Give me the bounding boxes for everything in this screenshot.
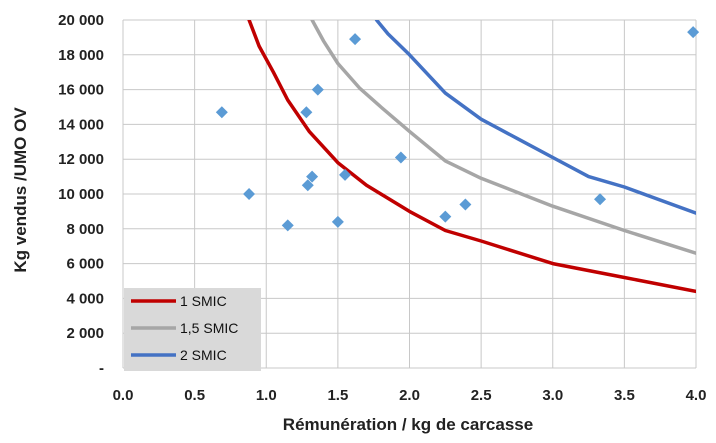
- y-tick-label: -: [99, 360, 104, 377]
- x-tick-label: 2.5: [471, 387, 492, 404]
- y-tick-label: 8 000: [66, 221, 104, 238]
- series-line-2-smic: [374, 20, 696, 215]
- x-tick-label: 1.5: [327, 387, 348, 404]
- y-axis-tick-labels: - 2 000 4 000 6 000 8 000 10 000 12 000 14 000 1…: [58, 12, 104, 377]
- series-line-1-5-smic: [310, 20, 696, 255]
- data-point-diamond: [300, 106, 313, 119]
- x-tick-label: 1.0: [256, 387, 277, 404]
- data-point-diamond: [339, 168, 352, 181]
- data-point-diamond: [594, 193, 607, 206]
- data-point-diamond: [349, 33, 362, 46]
- data-point-diamond: [331, 215, 344, 228]
- y-tick-label: 4 000: [66, 290, 104, 307]
- y-axis-title: Kg vendus /UMO OV: [11, 107, 30, 273]
- y-tick-label: 6 000: [66, 256, 104, 273]
- x-tick-label: 4.0: [686, 387, 707, 404]
- y-tick-label: 14 000: [58, 116, 104, 133]
- data-point-diamond: [215, 106, 228, 119]
- gridlines: [122, 19, 697, 369]
- data-points: [215, 26, 700, 232]
- data-point-diamond: [394, 151, 407, 164]
- x-axis-title: Rémunération / kg de carcasse: [283, 415, 533, 434]
- x-tick-label: 0.0: [113, 387, 134, 404]
- series-line-1-smic: [247, 20, 696, 294]
- y-tick-label: 12 000: [58, 151, 104, 168]
- data-point-diamond: [311, 83, 324, 96]
- data-point-diamond: [687, 26, 700, 39]
- data-point-diamond: [301, 179, 314, 192]
- x-axis-tick-labels: 0.0 0.5 1.0 1.5 2.0 2.5 3.0 3.5 4.0: [113, 387, 707, 404]
- y-tick-label: 18 000: [58, 47, 104, 64]
- legend-label-1-smic: 1 SMIC: [180, 293, 227, 309]
- x-tick-label: 3.5: [614, 387, 635, 404]
- legend-label-1-5-smic: 1,5 SMIC: [180, 320, 238, 336]
- x-tick-label: 2.0: [399, 387, 420, 404]
- y-tick-label: 10 000: [58, 186, 104, 203]
- smic-curves: [247, 20, 696, 294]
- legend: 1 SMIC 1,5 SMIC 2 SMIC: [124, 288, 261, 371]
- x-tick-label: 3.0: [542, 387, 563, 404]
- x-tick-label: 0.5: [184, 387, 205, 404]
- data-point-diamond: [306, 170, 319, 183]
- y-tick-label: 2 000: [66, 325, 104, 342]
- data-point-diamond: [439, 210, 452, 223]
- y-tick-label: 16 000: [58, 82, 104, 99]
- data-point-diamond: [281, 219, 294, 232]
- data-point-diamond: [243, 188, 256, 200]
- legend-label-2-smic: 2 SMIC: [180, 347, 227, 363]
- y-tick-label: 20 000: [58, 12, 104, 29]
- data-point-diamond: [459, 198, 472, 211]
